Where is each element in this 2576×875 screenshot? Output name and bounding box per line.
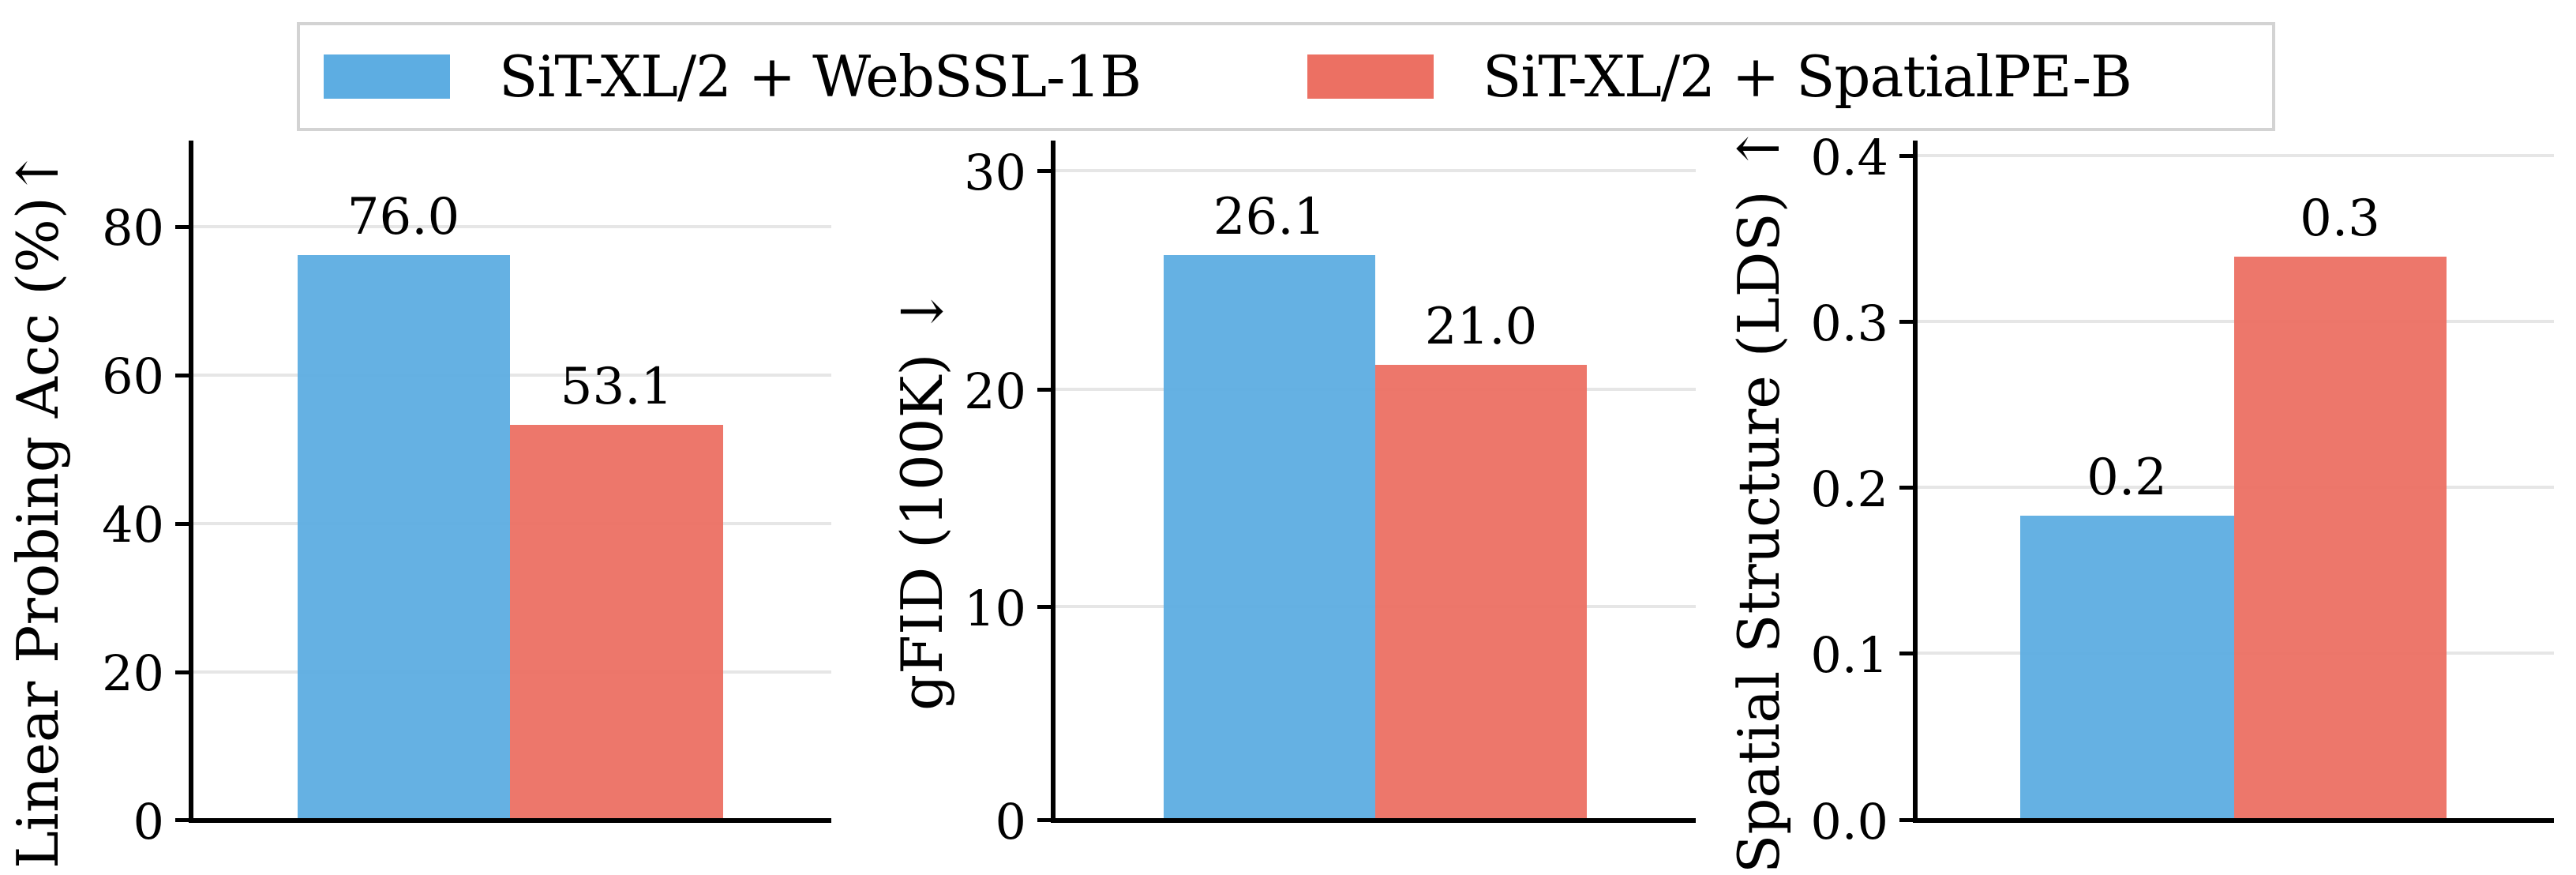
y-tick: [1899, 486, 1915, 490]
gridline: [193, 225, 831, 228]
bar-value-label: 21.0: [1424, 298, 1538, 356]
y-tick-label: 40: [102, 496, 164, 554]
y-tick-label: 0.4: [1810, 129, 1888, 186]
y-tick-label: 20: [964, 362, 1026, 420]
y-tick: [175, 670, 191, 674]
bar-spatialpe: [1375, 365, 1587, 821]
y-tick: [175, 374, 191, 377]
panel-linear-probing: Linear Probing Acc (%)↑ 76.0 53.1 0 20 4…: [0, 0, 868, 875]
legend-item-spatialpe: SiT-XL/2 + SpatialPE-B: [1307, 25, 2132, 128]
bar-value-label: 0.2: [2087, 449, 2167, 507]
legend: SiT-XL/2 + WebSSL-1B SiT-XL/2 + SpatialP…: [297, 22, 2275, 131]
y-tick: [1037, 818, 1053, 822]
x-axis: [189, 818, 831, 823]
legend-item-webssl: SiT-XL/2 + WebSSL-1B: [324, 25, 1142, 128]
y-tick: [175, 522, 191, 526]
x-axis: [1051, 818, 1696, 823]
gridline: [1055, 169, 1696, 172]
y-axis: [1913, 141, 1918, 823]
y-tick: [175, 818, 191, 822]
y-tick-label: 0.1: [1810, 626, 1888, 684]
bar-value-label: 0.3: [2300, 190, 2380, 248]
y-tick-label: 80: [102, 199, 164, 257]
legend-swatch-blue: [324, 54, 450, 99]
y-tick-label: 60: [102, 347, 164, 405]
y-tick: [1037, 605, 1053, 609]
y-tick-label: 0.2: [1810, 460, 1888, 518]
bar-spatialpe: [2234, 257, 2447, 821]
y-tick: [1899, 818, 1915, 822]
legend-label: SiT-XL/2 + SpatialPE-B: [1483, 43, 2132, 110]
y-tick-label: 0: [995, 793, 1026, 851]
legend-swatch-red: [1307, 54, 1434, 99]
gridline: [1917, 154, 2554, 157]
bar-value-label: 76.0: [347, 188, 460, 246]
y-tick-label: 10: [964, 580, 1026, 637]
y-tick: [1037, 169, 1053, 173]
gridline: [193, 374, 831, 377]
bar-webssl: [1164, 255, 1375, 821]
y-tick: [1037, 388, 1053, 392]
y-tick: [175, 225, 191, 229]
y-tick-label: 0.0: [1810, 793, 1888, 851]
bar-webssl: [298, 255, 510, 821]
legend-label: SiT-XL/2 + WebSSL-1B: [499, 43, 1142, 110]
panel-gfid: gFID (100K) ↓ 26.1 21.0 0 10 20 30: [889, 141, 1696, 851]
bar-webssl: [2020, 516, 2234, 821]
y-tick: [1899, 154, 1915, 158]
bar-spatialpe: [510, 425, 723, 821]
x-axis: [1913, 818, 2554, 823]
y-axis: [1051, 141, 1056, 823]
bar-value-label: 53.1: [560, 358, 673, 416]
y-tick: [1899, 320, 1915, 324]
bar-value-label: 26.1: [1213, 188, 1326, 246]
y-axis: [189, 141, 193, 823]
y-tick-label: 30: [964, 144, 1026, 201]
y-tick: [1899, 652, 1915, 655]
y-tick-label: 0: [133, 793, 164, 851]
y-tick-label: 0.3: [1810, 295, 1888, 352]
y-tick-label: 20: [102, 644, 164, 702]
